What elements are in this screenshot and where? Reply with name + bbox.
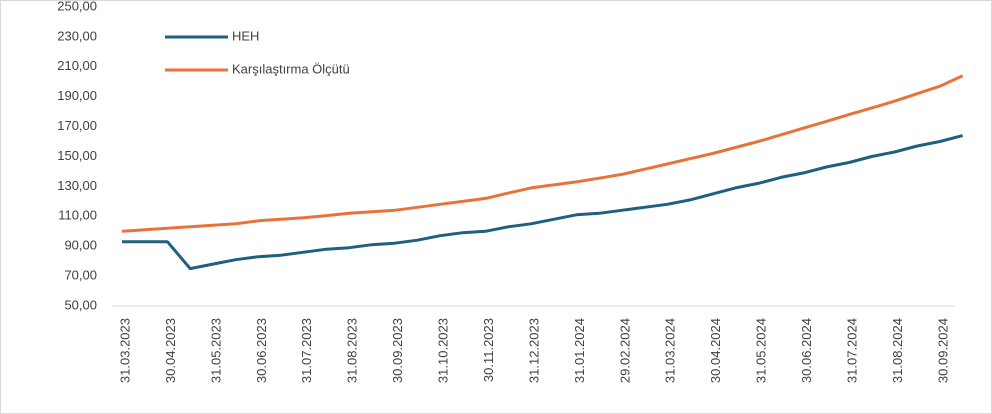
y-tick-label: 150,00: [57, 148, 97, 163]
x-tick-label: 30.06.2023: [254, 318, 269, 383]
x-tick-label: 31.05.2023: [208, 318, 223, 383]
y-tick-label: 70,00: [64, 268, 97, 283]
x-tick-label: 31.07.2023: [299, 318, 314, 383]
x-tick-label: 31.03.2024: [663, 318, 678, 383]
x-tick-label: 31.07.2024: [844, 318, 859, 383]
x-tick-label: 30.11.2023: [481, 318, 496, 382]
x-tick-label: 30.09.2024: [935, 318, 950, 383]
x-tick-label: 30.04.2023: [163, 318, 178, 383]
y-tick-label: 250,00: [57, 0, 97, 13]
y-tick-label: 170,00: [57, 118, 97, 133]
x-tick-label: 31.10.2023: [436, 318, 451, 383]
legend-label: Karşılaştırma Ölçütü: [232, 61, 350, 76]
x-tick-label: 31.03.2023: [117, 318, 132, 383]
y-tick-label: 50,00: [64, 297, 97, 312]
y-tick-label: 130,00: [57, 178, 97, 193]
y-tick-label: 190,00: [57, 88, 97, 103]
y-tick-label: 230,00: [57, 28, 97, 43]
y-tick-label: 110,00: [58, 208, 97, 223]
x-tick-label: 31.08.2023: [345, 318, 360, 383]
x-tick-label: 30.06.2024: [799, 318, 814, 383]
series-line: [121, 74, 964, 233]
x-tick-label: 31.08.2024: [890, 318, 905, 383]
x-tick-label: 29.02.2024: [617, 318, 632, 383]
x-tick-label: 31.01.2024: [572, 318, 587, 383]
x-tick-label: 30.09.2023: [390, 318, 405, 383]
y-tick-label: 90,00: [64, 238, 97, 253]
y-tick-label: 210,00: [57, 58, 97, 73]
x-tick-label: 31.05.2024: [754, 318, 769, 383]
series-line: [122, 134, 963, 271]
x-tick-label: 30.04.2024: [708, 318, 723, 383]
x-tick-label: 31.12.2023: [526, 318, 541, 383]
legend-label: HEH: [232, 28, 259, 43]
